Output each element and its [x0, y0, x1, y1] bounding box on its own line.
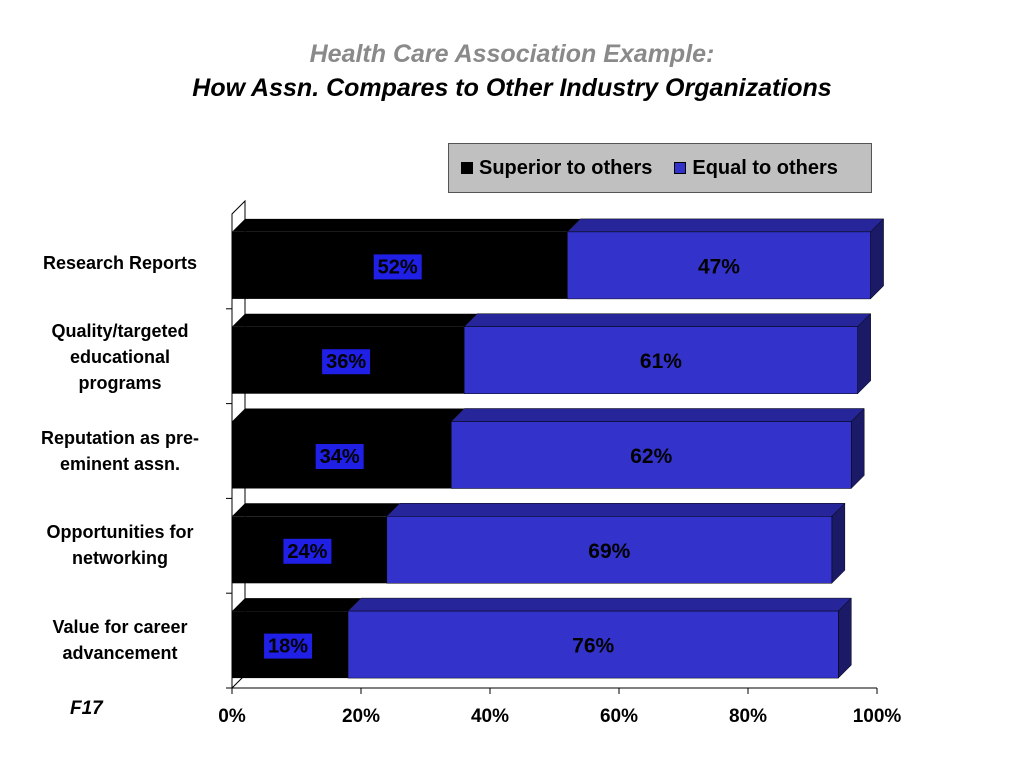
category-label-line: Opportunities for	[46, 522, 194, 542]
bar-equal	[386, 516, 833, 584]
data-label-equal: 76%	[572, 635, 614, 658]
category-label-line: eminent assn.	[59, 454, 181, 474]
category-label-line: Reputation as pre-	[40, 428, 200, 448]
bar-equal-side	[857, 313, 871, 395]
bar-equal-top	[450, 408, 865, 422]
category-label-networking: Opportunities for networking	[20, 519, 220, 571]
bar-equal-top	[463, 313, 872, 327]
legend-label-equal: Equal to others	[692, 156, 838, 179]
data-label-superior: 18%	[268, 636, 308, 658]
data-label-equal: 47%	[698, 255, 740, 278]
chart-title-line1: Health Care Association Example:	[309, 40, 715, 68]
legend-item-equal: Equal to others	[674, 157, 838, 180]
legend-item-superior: Superior to others	[461, 157, 652, 180]
chart-title-line2: How Assn. Compares to Other Industry Org…	[192, 74, 832, 102]
bar-equal-top	[386, 503, 846, 517]
category-label-research-reports: Research Reports	[20, 250, 220, 276]
data-label-superior: 52%	[378, 256, 418, 278]
bar-superior-top	[232, 408, 465, 422]
category-label-career: Value for career advancement	[20, 614, 220, 666]
bar-equal	[463, 326, 858, 394]
bar-equal-side	[838, 597, 852, 679]
bar-equal	[567, 231, 871, 300]
bar-equal-side	[870, 218, 884, 300]
data-label-box	[322, 349, 371, 375]
x-tick-label: 100%	[853, 706, 902, 727]
data-label-box	[315, 444, 364, 469]
data-label-equal: 61%	[640, 350, 682, 373]
data-label-equal: 69%	[588, 540, 630, 563]
legend-swatch-equal	[674, 162, 687, 174]
category-label-educational-programs: Quality/targeted educational programs	[20, 318, 220, 396]
category-label-line: educational	[69, 347, 171, 367]
bar-equal-side	[850, 407, 865, 490]
x-tick-label: 40%	[471, 706, 509, 727]
bar-equal-top	[347, 597, 852, 612]
bar-superior-top	[232, 218, 581, 232]
bar-superior-top	[232, 503, 400, 517]
bar-equal	[347, 610, 839, 679]
x-tick-label: 20%	[342, 706, 380, 727]
bar-superior-top	[232, 598, 362, 612]
category-label-line: Quality/targeted	[51, 321, 189, 341]
data-label-superior: 34%	[320, 446, 360, 468]
data-label-superior: 24%	[287, 541, 327, 563]
category-label-line: networking	[71, 548, 168, 568]
category-label-line: programs	[78, 373, 162, 393]
footnote: F17	[70, 698, 103, 719]
data-label-superior: 36%	[326, 351, 366, 373]
category-label-line: Value for career	[52, 617, 188, 637]
data-label-equal: 62%	[630, 445, 672, 468]
bar-equal-top	[566, 218, 885, 233]
category-label-line: Research Reports	[42, 253, 198, 273]
category-label-line: advancement	[62, 643, 178, 663]
x-tick-label: 60%	[600, 706, 638, 727]
bar-equal	[451, 421, 852, 489]
data-label-box	[373, 254, 422, 280]
x-tick-label: 0%	[218, 706, 246, 727]
data-label-box	[264, 633, 313, 659]
x-tick-label: 80%	[729, 706, 767, 727]
bar-superior-top	[232, 313, 478, 327]
data-label-box	[283, 538, 332, 564]
bar-equal-side	[831, 502, 846, 584]
legend: Superior to others Equal to others	[448, 143, 872, 193]
legend-swatch-superior	[461, 162, 473, 174]
category-label-reputation: Reputation as pre- eminent assn.	[20, 425, 220, 477]
legend-label-superior: Superior to others	[479, 156, 653, 179]
